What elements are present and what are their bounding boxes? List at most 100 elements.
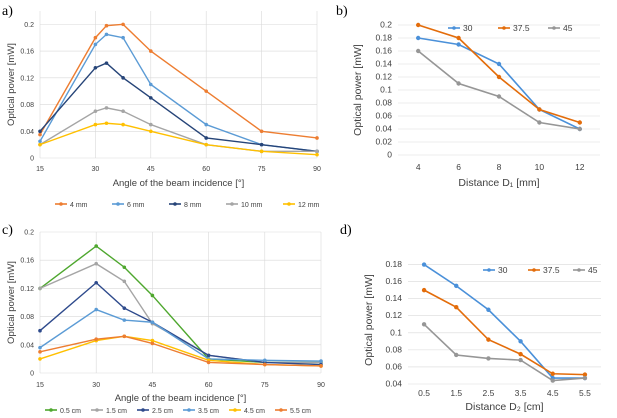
y-tick-label: 0.08 — [375, 98, 392, 108]
y-tick-label: 0.16 — [20, 49, 34, 56]
series-37.5 — [416, 22, 582, 125]
series-line — [39, 23, 318, 139]
x-axis-title: Distance D₁ [mm] — [458, 177, 539, 189]
data-point — [319, 359, 323, 363]
data-point — [93, 65, 98, 70]
series-45 — [416, 48, 582, 132]
data-point — [150, 341, 155, 346]
data-point — [121, 76, 125, 80]
legend-marker — [552, 26, 556, 30]
data-point — [104, 121, 109, 126]
x-axis-title: Angle of the beam incidence [°] — [113, 178, 245, 189]
x-tick-label: 8 — [497, 162, 502, 172]
data-point — [122, 334, 127, 339]
legend-label: 30 — [498, 265, 508, 275]
data-point — [550, 371, 555, 376]
x-tick-label: 15 — [36, 166, 44, 173]
data-point — [421, 287, 427, 293]
data-point — [121, 35, 125, 40]
series-5.5-cm — [38, 334, 323, 368]
series-30 — [421, 262, 588, 381]
y-tick-label: 0.2 — [24, 230, 34, 237]
series-line — [423, 289, 585, 376]
series-12-mm — [38, 121, 319, 157]
data-point — [263, 362, 267, 367]
legend-label: 10 mm — [241, 202, 263, 209]
data-point — [93, 42, 98, 47]
x-tick-label: 75 — [261, 382, 269, 389]
legend-marker — [116, 202, 120, 206]
data-point — [38, 328, 42, 333]
series-30 — [416, 35, 582, 132]
x-tick-label: 1.5 — [450, 388, 462, 398]
data-point — [149, 122, 153, 127]
data-point — [206, 360, 211, 365]
legend-label: 12 mm — [298, 202, 320, 209]
x-tick-label: 4 — [416, 162, 421, 172]
data-point — [94, 244, 98, 248]
data-point — [121, 109, 125, 114]
legend-label: 2.5 cm — [152, 408, 173, 415]
y-tick-label: 0.04 — [385, 379, 402, 389]
series-line — [417, 24, 581, 124]
data-point — [518, 357, 523, 363]
legend-label: 4.5 cm — [244, 408, 265, 415]
data-point — [93, 109, 98, 114]
data-point — [94, 261, 98, 266]
data-point — [416, 35, 421, 41]
legend-label: 4 mm — [70, 202, 88, 209]
x-tick-label: 4.5 — [547, 388, 559, 398]
series-37.5 — [421, 287, 588, 377]
data-point — [150, 320, 155, 325]
data-point — [122, 306, 127, 310]
data-point — [577, 126, 582, 132]
legend-marker — [577, 268, 581, 272]
y-tick-label: 0.12 — [20, 286, 34, 293]
data-point — [518, 339, 523, 344]
chart-b: b) 0 0.02 0.04 0.06 0.08 0.1 0.12 0.14 0.16 0.18 0.… — [336, 4, 600, 189]
data-point — [38, 142, 42, 147]
data-point — [121, 22, 125, 27]
x-tick-label: 90 — [317, 382, 325, 389]
data-point — [421, 322, 427, 327]
x-axis-title: Distance D₂ [cm] — [465, 401, 543, 413]
x-tick-label: 75 — [258, 166, 266, 173]
x-tick-label: 45 — [147, 166, 155, 173]
series-line — [39, 122, 318, 156]
x-tick-label: 5.5 — [579, 388, 591, 398]
data-point — [93, 122, 98, 127]
legend-marker — [452, 26, 456, 30]
data-point — [122, 318, 127, 322]
data-point — [206, 353, 211, 358]
y-tick-label: 0 — [30, 156, 34, 163]
y-tick-label: 0.2 — [380, 20, 392, 30]
data-point — [486, 307, 491, 312]
data-point — [421, 262, 427, 267]
y-tick-label: 0.12 — [20, 75, 34, 82]
x-axis-title: Angle of the beam incidence [°] — [115, 393, 247, 404]
data-point — [454, 283, 459, 289]
legend-marker — [173, 202, 177, 206]
x-tick-label: 2.5 — [483, 388, 495, 398]
data-point — [315, 152, 319, 157]
data-point — [259, 129, 264, 134]
y-tick-label: 0.06 — [375, 111, 392, 121]
x-tick-label: 15 — [36, 382, 44, 389]
series-4-mm — [38, 22, 319, 140]
legend-marker — [230, 202, 234, 206]
legend-marker — [502, 26, 506, 30]
x-tick-label: 60 — [202, 166, 210, 173]
y-tick-label: 0.18 — [375, 33, 392, 43]
panel-label: c) — [2, 223, 13, 238]
legend-label: 45 — [588, 265, 598, 275]
data-point — [416, 22, 421, 28]
data-point — [204, 89, 208, 93]
series-45 — [421, 322, 588, 383]
legend-marker — [95, 408, 99, 412]
y-tick-label: 0.16 — [385, 276, 402, 286]
data-point — [149, 49, 153, 53]
x-tick-label: 30 — [92, 382, 100, 389]
x-tick-label: 3.5 — [515, 388, 527, 398]
data-point — [150, 293, 155, 298]
x-tick-label: 90 — [313, 166, 321, 173]
